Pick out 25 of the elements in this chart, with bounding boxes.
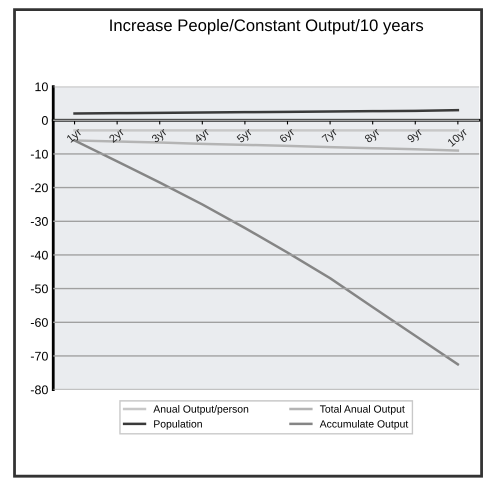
x-tick-label: 6yr — [278, 128, 297, 145]
y-tick-label: -80 — [30, 385, 48, 394]
legend-label: Population — [154, 420, 202, 430]
y-tick-label: -20 — [30, 183, 48, 192]
legend-label: Accumulate Output — [320, 420, 408, 430]
x-tick-label: 10yr — [447, 128, 470, 148]
x-tick-label: 8yr — [364, 128, 382, 145]
y-tick-label: -70 — [30, 352, 48, 361]
x-tick-label: 3yr — [150, 128, 169, 145]
y-tick-label: -10 — [30, 150, 48, 159]
y-tick-label: -40 — [30, 250, 48, 260]
y-tick-label: 0 — [42, 116, 48, 125]
chart-title: Increase People/Constant Output/10 years — [110, 18, 424, 34]
x-tick-label: 9yr — [406, 128, 424, 145]
y-tick-label: -50 — [30, 284, 48, 294]
legend-label: Anual Output/person — [153, 405, 248, 415]
x-tick-label: 5yr — [236, 128, 254, 145]
y-tick-label: 10 — [35, 82, 48, 92]
x-tick-label: 2yr — [108, 128, 126, 145]
y-tick-label: -30 — [30, 217, 48, 226]
legend-label: Total Anual Output — [320, 405, 405, 415]
x-tick-label: 7yr — [322, 128, 340, 145]
x-tick-label: 4yr — [194, 128, 212, 145]
x-tick-label: 1yr — [66, 128, 84, 145]
y-tick-label: -60 — [30, 318, 48, 327]
